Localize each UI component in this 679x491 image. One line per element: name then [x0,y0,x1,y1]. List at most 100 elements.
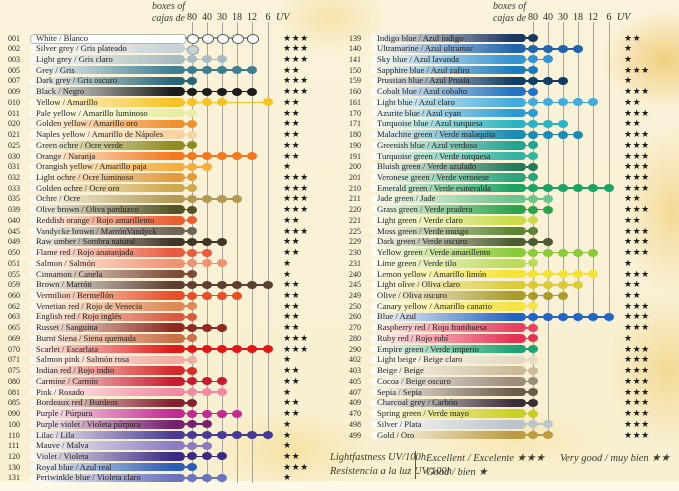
availability-dot-80 [528,302,538,311]
color-name: Lime green / Verde tilo [377,257,457,268]
uv-rating: ★★★ [283,182,309,193]
availability-dot-30 [217,431,227,439]
color-code: 007 [8,76,20,86]
uv-rating: ★★★ [624,107,650,118]
color-code: 405 [349,376,361,386]
availability-dot-80 [187,184,197,193]
color-code: 055 [8,269,20,279]
uv-rating: ★ [283,386,292,397]
color-swatch-249 [371,291,526,300]
color-name: Sepia / Sepia [377,386,422,397]
color-code: 139 [349,33,361,43]
availability-dot-80 [187,98,197,107]
availability-dot-80 [187,334,197,343]
availability-dot-80 [187,216,197,225]
color-name: Pale yellow / Amarillo luminoso [36,107,148,118]
uv-rating: ★★★ [624,397,650,408]
color-name: Ochre / Ocre [36,193,81,204]
color-swatch-221 [371,216,526,225]
color-code: 069 [8,333,20,343]
availability-dot-18 [573,312,583,321]
uv-rating: ★★★ [283,171,309,182]
availability-dot-40 [202,323,212,332]
color-name: Lilac / Lila [36,429,75,440]
color-code: 059 [8,280,20,290]
availability-dot-80 [187,302,197,311]
availability-dot-80 [187,162,197,171]
availability-dot-40 [543,420,553,429]
color-code: 190 [349,140,361,150]
availability-dot-80 [187,66,197,75]
uv-rating: ★★ [624,96,642,107]
availability-dot-6 [263,345,273,354]
availability-dot-30 [217,291,227,300]
color-code: 040 [8,215,20,225]
color-name: Orangish yellow / Amarillo paja [36,161,147,172]
color-name: Moss green / Verde musgo [377,225,469,236]
color-code: 220 [349,205,361,215]
color-swatch-045 [30,226,185,236]
availability-dot-40 [202,291,212,300]
uv-rating: ★★ [624,279,642,290]
color-swatch-050 [30,248,185,257]
color-code: 110 [8,430,20,440]
color-swatch-201 [371,173,526,182]
color-code: 075 [8,366,20,376]
color-swatch-080 [30,377,185,386]
uv-rating: ★★ [283,214,301,225]
box-size-80: 80 [528,12,538,23]
availability-dot-80 [528,323,538,332]
color-code: 201 [349,172,361,182]
box-size-30: 30 [558,12,568,23]
color-swatch-140 [371,44,526,53]
availability-dot-40 [202,345,212,354]
color-swatch-160 [371,87,526,96]
color-code: 100 [8,419,20,429]
color-swatch-069 [30,334,185,343]
availability-dot-30 [217,98,227,107]
availability-dot-6 [263,98,273,107]
color-code: 033 [8,183,20,193]
color-swatch-007 [30,76,185,86]
uv-rating: ★★★ [624,354,650,365]
color-name: Naples yellow / Amarillo de Nápoles [36,129,164,140]
color-swatch-002 [30,44,185,53]
uv-rating: ★ [283,472,292,483]
availability-dot-18 [232,152,242,161]
availability-dot-80 [187,473,197,482]
availability-dot-18 [573,184,583,193]
color-code: 120 [8,451,20,461]
color-swatch-111 [30,441,185,450]
color-swatch-161 [371,98,526,107]
uv-rating: ★★★ [624,129,650,140]
uv-rating: ★★ [283,139,301,150]
color-name: Spring green / Verde mayo [377,408,469,419]
color-swatch-171 [371,119,526,129]
availability-dot-18 [573,270,583,279]
color-name: Grass green / Verde pradera [377,204,473,215]
color-swatch-211 [371,194,526,204]
color-swatch-407 [371,387,526,397]
uv-rating: ★★ [283,118,301,129]
color-swatch-260 [371,312,526,322]
availability-dot-80 [187,355,197,364]
color-name: Carmine / Carmín [36,375,99,386]
color-name: Purple / Púrpura [36,408,93,419]
availability-dot-80 [528,66,538,75]
availability-dot-80 [528,291,538,300]
availability-dot-40 [202,87,212,96]
color-swatch-063 [30,312,185,322]
uv-rating: ★★ [283,107,301,118]
uv-rating: ★ [624,75,633,86]
cajas-de-label: cajas de [492,13,526,24]
availability-dot-40 [543,291,553,300]
color-swatch-005 [30,65,185,75]
color-swatch-245 [371,280,526,290]
uv-rating: ★★ [283,247,301,258]
availability-dot-80 [187,205,197,214]
uv-rating: ★ [283,354,292,365]
left-column-header: boxes of cajas de 80 40 30 18 12 6 UV [0,0,340,32]
color-name: Dark grey / Gris oscuro [36,75,118,86]
availability-dot-80 [187,87,197,96]
color-swatch-065 [30,323,185,332]
